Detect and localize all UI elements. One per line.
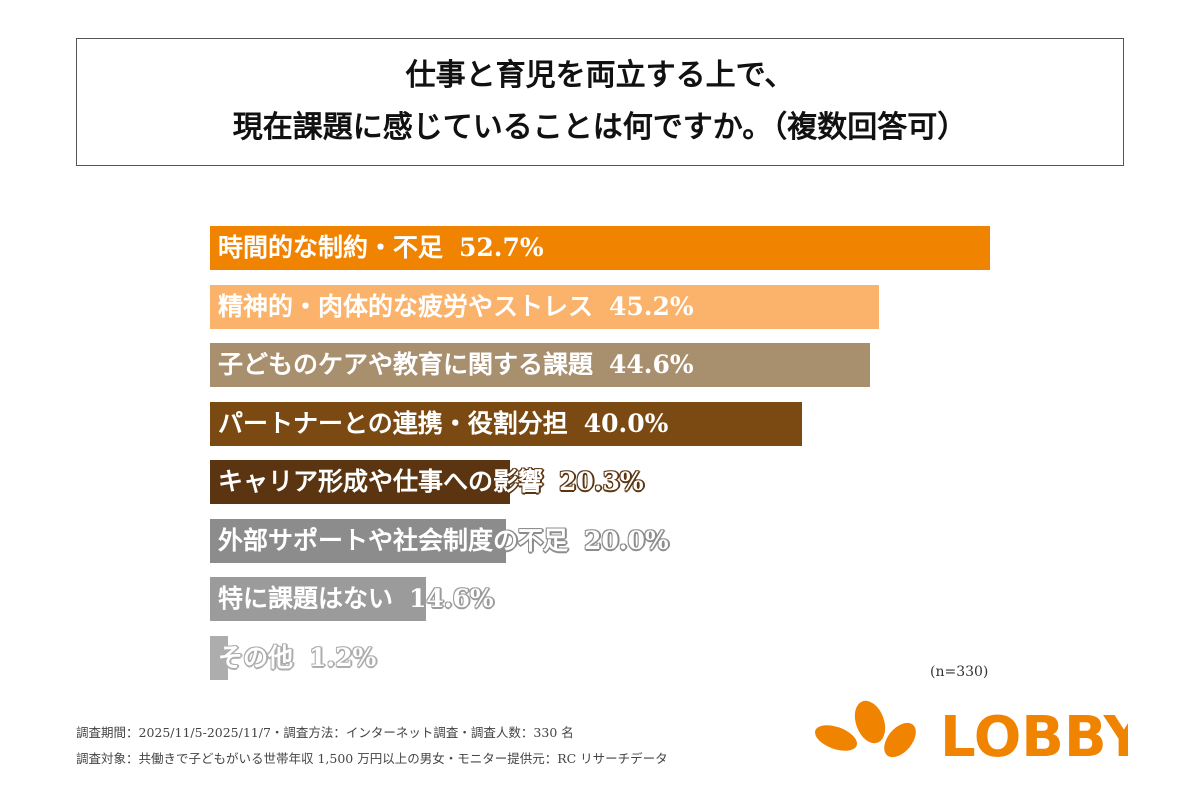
- bar-label: 時間的な制約・不足 52.7%: [218, 226, 544, 270]
- value-label: 1.2%: [309, 642, 377, 672]
- bar-label: 外部サポートや社会制度の不足 20.0%: [218, 519, 669, 563]
- sample-size: (n=330): [930, 664, 989, 680]
- bar: [210, 518, 506, 563]
- value-label: 20.0%: [584, 525, 669, 555]
- category-label: その他: [218, 642, 294, 672]
- bar: [210, 284, 879, 329]
- bar: [210, 577, 427, 621]
- bar: [210, 635, 228, 680]
- bar-label: 特に課題はない 14.6%: [218, 577, 494, 621]
- bar-label: その他 1.2%: [218, 636, 376, 680]
- title-line-2: 現在課題に感じていることは何ですか。（複数回答可）: [232, 110, 968, 145]
- category-label: 外部サポートや社会制度の不足: [218, 525, 569, 555]
- chart-title: 仕事と育児を両立する上で、 現在課題に感じていることは何ですか。（複数回答可）: [76, 38, 1124, 166]
- value-label: 20.3%: [559, 467, 644, 496]
- footer-line-1: 調査期間：2025/11/5-2025/11/7・調査方法：インターネット調査・…: [76, 725, 574, 740]
- bar-label: パートナーとの連携・役割分担 40.0%: [218, 402, 668, 446]
- bar: [210, 343, 871, 387]
- footer-line-2: 調査対象：共働きで子どもがいる世帯年収 1,500 万円以上の男女・モニター提供…: [76, 751, 668, 766]
- bar: [210, 226, 990, 270]
- lobby-logo: LOBBY: [808, 698, 1146, 770]
- category-label: 時間的な制約・不足: [218, 233, 444, 262]
- category-label: パートナーとの連携・役割分担: [218, 408, 568, 438]
- bar-label: キャリア形成や仕事への影響 20.3%: [218, 460, 644, 504]
- category-label: 精神的・肉体的な疲労やストレス: [218, 291, 594, 321]
- bar-label: 精神的・肉体的な疲労やストレス 45.2%: [218, 285, 694, 329]
- category-label: 特に課題はない: [218, 584, 394, 613]
- bar: [210, 401, 803, 446]
- value-label: 14.6%: [409, 584, 494, 613]
- value-label: 40.0%: [583, 408, 669, 438]
- value-label: 45.2%: [609, 291, 694, 321]
- bar-label: 子どものケアや教育に関する課題 44.6%: [218, 343, 694, 387]
- value-label: 52.7%: [459, 233, 544, 262]
- category-label: キャリア形成や仕事への影響: [218, 467, 544, 496]
- svg-text:LOBBY: LOBBY: [940, 705, 1128, 764]
- bar: [210, 460, 511, 504]
- title-line-1: 仕事と育児を両立する上で、: [405, 58, 795, 93]
- value-label: 44.6%: [609, 350, 694, 379]
- category-label: 子どものケアや教育に関する課題: [218, 350, 594, 379]
